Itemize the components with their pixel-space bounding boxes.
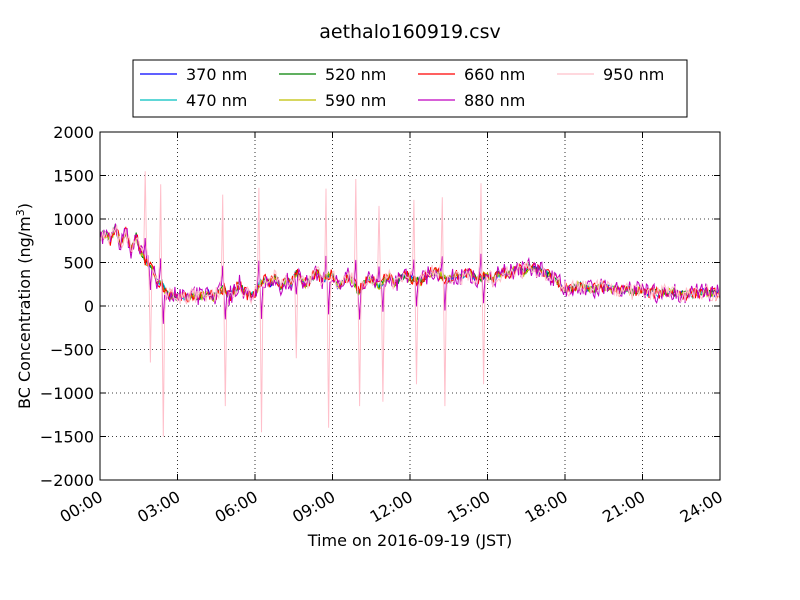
plot-border bbox=[99, 131, 721, 481]
legend: 370 nm 470 nm 520 nm 590 nm 660 nm 880 nm 950 … bbox=[132, 59, 688, 118]
y-axis-label-main: BC Concentration (ng/m bbox=[15, 216, 34, 409]
y-tick-label: 2000 bbox=[53, 123, 94, 142]
y-tick-label: 1500 bbox=[53, 167, 94, 186]
y-tick-label: −500 bbox=[50, 341, 94, 360]
legend-label: 950 nm bbox=[603, 65, 664, 84]
legend-label: 470 nm bbox=[186, 91, 247, 110]
series-line-950-nm bbox=[99, 171, 721, 437]
legend-label: 590 nm bbox=[325, 91, 386, 110]
legend-label: 660 nm bbox=[464, 65, 525, 84]
legend-label: 370 nm bbox=[186, 65, 247, 84]
y-tick-label: −1000 bbox=[40, 384, 94, 403]
series-lines bbox=[99, 171, 721, 437]
legend-box bbox=[132, 59, 688, 118]
y-tick-label: −1500 bbox=[40, 428, 94, 447]
y-tick-label: 500 bbox=[63, 254, 94, 273]
y-axis-label-end: ) bbox=[15, 203, 34, 209]
x-axis-label: Time on 2016-09-19 (JST) bbox=[307, 531, 512, 550]
y-axis-label: BC Concentration (ng/m3) bbox=[14, 203, 35, 409]
chart-title: aethalo160919.csv bbox=[319, 21, 501, 43]
y-axis-label-sup: 3 bbox=[14, 209, 27, 216]
legend-label: 520 nm bbox=[325, 65, 386, 84]
grid bbox=[100, 132, 720, 480]
y-tick-label: −2000 bbox=[40, 471, 94, 490]
y-tick-label: 0 bbox=[84, 297, 94, 316]
legend-label: 880 nm bbox=[464, 91, 525, 110]
y-tick-label: 1000 bbox=[53, 210, 94, 229]
